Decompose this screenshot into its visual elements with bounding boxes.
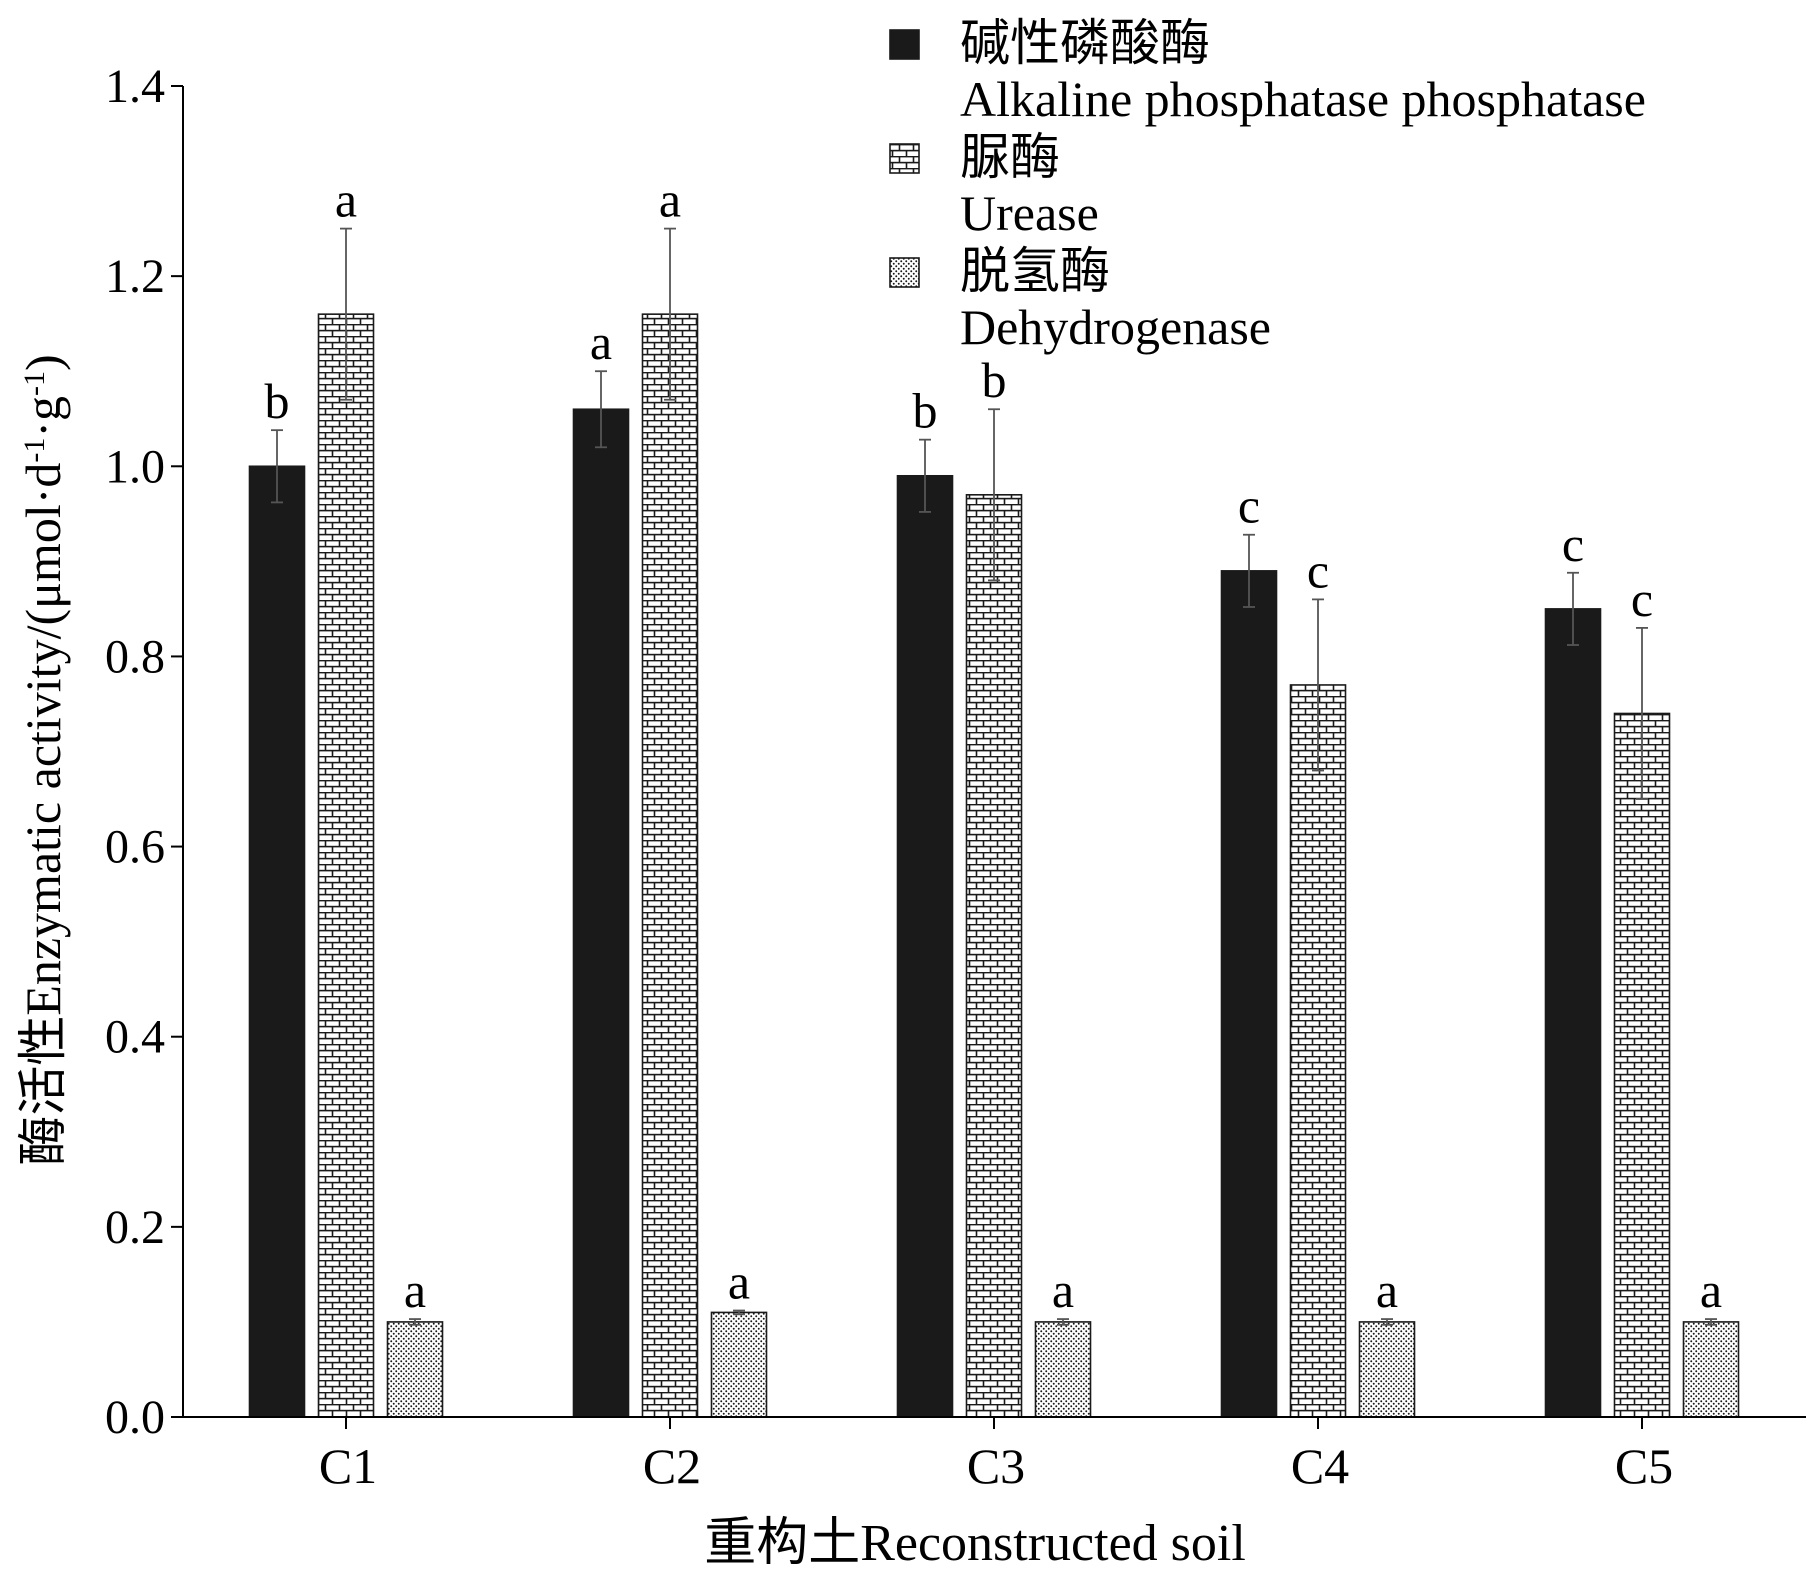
significance-letter-alp-c2: a [590,314,612,370]
bar-alp-c3 [896,474,954,1418]
y-tick-label: 1.4 [105,60,165,113]
bar-alp-c5 [1544,608,1602,1418]
y-axis-title-sup2: -1 [18,371,51,396]
y-tick-label: 0.2 [105,1201,165,1254]
significance-letter-ure-c1: a [335,172,357,228]
legend-swatch-ure [889,143,920,174]
legend-label-cn-ure: 脲酶 [960,129,1060,185]
bar-dhg-c2 [710,1311,768,1418]
significance-letter-ure-c4: c [1307,542,1329,598]
bar-alp-c1 [248,465,306,1418]
significance-letter-alp-c5: c [1562,516,1584,572]
legend-label-en-dhg: Dehydrogenase [960,299,1271,355]
bar-ure-c3 [965,494,1023,1418]
y-axis: 0.0 0.2 0.4 0.6 0.8 1.0 1.2 1.4 [105,60,184,1444]
significance-letter-alp-c1: b [265,373,290,429]
y-tick-label: 0.4 [105,1011,165,1064]
bar-dhg-c3 [1034,1321,1092,1418]
x-axis-title: 重构土Reconstructed soil [704,1515,1246,1572]
y-tick-label: 0.8 [105,630,165,683]
x-tick-label: C1 [319,1438,377,1494]
significance-letter-dhg-c1: a [404,1262,426,1318]
bar-ure-c5 [1613,712,1671,1418]
significance-letter-dhg-c4: a [1376,1262,1398,1318]
bar-dhg-c5 [1682,1321,1740,1418]
significance-letter-dhg-c3: a [1052,1262,1074,1318]
significance-letter-ure-c5: c [1631,571,1653,627]
bar-ure-c4 [1289,684,1347,1418]
bar-ure-c1 [317,313,375,1418]
significance-letter-alp-c3: b [913,383,938,439]
bar-dhg-c4 [1358,1321,1416,1418]
error-bars-layer [271,227,1717,1326]
bar-alp-c2 [572,408,630,1418]
y-tick-label: 1.2 [105,250,165,303]
significance-letter-ure-c2: a [659,172,681,228]
y-axis-title-mid: ·g [15,396,71,438]
legend-swatch-dhg [889,257,920,288]
y-tick-label: 1.0 [105,440,165,493]
y-axis-title: 酶活性Enzymatic activity/(μmol·d-1·g-1) [15,354,71,1165]
legend-label-cn-alp: 碱性磷酸酶 [960,15,1210,71]
x-axis: C1 C2 C3 C4 C5 [183,1416,1806,1494]
y-axis-title-main: 酶活性Enzymatic activity/(μmol·d [15,463,71,1166]
y-tick-label: 0.0 [105,1391,165,1444]
legend-label-en-ure: Urease [960,185,1099,241]
x-ticks: C1 C2 C3 C4 C5 [319,1417,1673,1494]
significance-letter-dhg-c2: a [728,1254,750,1310]
y-ticks: 0.0 0.2 0.4 0.6 0.8 1.0 1.2 1.4 [105,60,183,1444]
y-axis-title-end: ) [15,354,71,371]
bar-dhg-c1 [386,1321,444,1418]
significance-letter-dhg-c5: a [1700,1262,1722,1318]
legend-label-cn-dhg: 脱氢酶 [960,243,1110,299]
legend-label-en-alp: Alkaline phosphatase phosphatase [960,71,1646,127]
significance-letter-ure-c3: b [982,352,1007,408]
bar-ure-c2 [641,313,699,1418]
significance-letter-alp-c4: c [1238,478,1260,534]
y-axis-title-sup1: -1 [18,438,51,463]
bars-layer [248,313,1740,1418]
y-tick-label: 0.6 [105,821,165,874]
legend-swatch-alp [889,29,920,60]
x-tick-label: C2 [643,1438,701,1494]
bar-alp-c4 [1220,570,1278,1418]
x-tick-label: C5 [1615,1438,1673,1494]
x-tick-label: C3 [967,1438,1025,1494]
x-tick-label: C4 [1291,1438,1349,1494]
